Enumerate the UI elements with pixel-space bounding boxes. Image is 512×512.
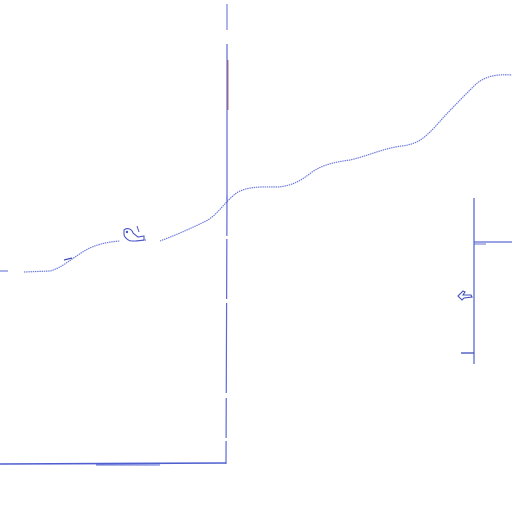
plane-symbol-left-icon	[123, 225, 145, 242]
plane-symbol-right-icon	[457, 290, 473, 301]
left-tick-line	[63, 257, 73, 261]
route-line	[23, 74, 512, 273]
bottom-boundary-line	[0, 462, 227, 465]
vertical-boundary-line-lower	[225, 195, 228, 465]
